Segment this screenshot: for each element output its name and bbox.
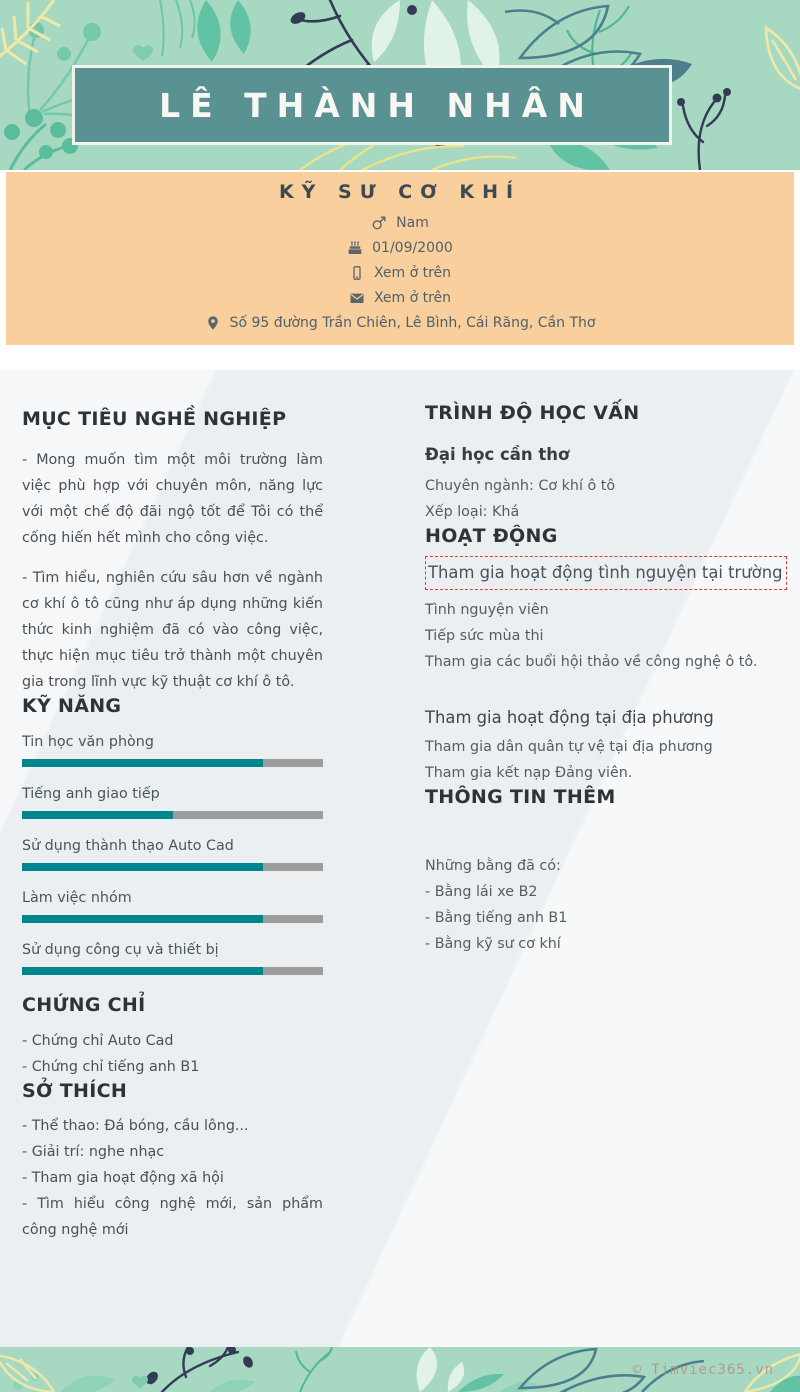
skills-heading: KỸ NĂNG [22,695,122,717]
more-info-item: - Bằng kỹ sư cơ khí [425,936,561,952]
skill-bar-track [22,915,323,923]
skill-bar-track [22,967,323,975]
certificate-item: - Chứng chỉ tiếng anh B1 [22,1059,200,1075]
right-column: TRÌNH ĐỘ HỌC VẤN Đại học cần thơ Chuyên … [425,402,787,957]
skill-bar-track [22,863,323,871]
education-detail: Chuyên ngành: Cơ khí ô tô [425,478,616,494]
left-column: MỤC TIÊU NGHỀ NGHIỆP - Mong muốn tìm một… [22,408,323,1243]
skill-item: Sử dụng công cụ và thiết bị [22,942,323,975]
birthday-row: 01/09/2000 [6,235,794,260]
more-info-item: - Bằng tiếng anh B1 [425,910,568,926]
address-value: Số 95 đường Trần Chiên, Lê Bình, Cái Răn… [229,314,596,331]
skill-bar-fill [22,967,263,975]
certificates-list: - Chứng chỉ Auto Cad - Chứng chỉ tiếng a… [22,1028,323,1080]
footer-floral-pattern [0,1347,800,1392]
hobbies-heading: SỞ THÍCH [22,1080,128,1102]
activities-heading: HOẠT ĐỘNG [425,525,558,547]
skill-bar-fill [22,759,263,767]
objective-paragraph: - Mong muốn tìm một môi trường làm việc … [22,452,323,546]
hobbies-list: - Thể thao: Đá bóng, cầu lông... - Giải … [22,1113,323,1243]
gender-value: Nam [396,214,429,231]
skill-item: Tiếng anh giao tiếp [22,786,323,819]
activity-line: Tình nguyện viên [425,602,549,618]
activity-line: Tham gia các buổi hội thảo về công nghệ … [425,654,758,670]
name-banner: LÊ THÀNH NHÂN [72,65,672,145]
birthday-cake-icon [348,240,362,254]
email-row: Xem ở trên [6,285,794,310]
skill-label: Tiếng anh giao tiếp [22,786,160,802]
phone-icon [353,265,361,280]
email-icon [350,293,364,303]
education-heading: TRÌNH ĐỘ HỌC VẤN [425,402,640,424]
more-info-heading: THÔNG TIN THÊM [425,786,616,808]
address-row: Số 95 đường Trần Chiên, Lê Bình, Cái Răn… [6,310,794,335]
skill-label: Tin học văn phòng [22,734,154,750]
selected-activity-title[interactable]: Tham gia hoạt động tình nguyện tại trườn… [425,556,787,590]
objective-heading: MỤC TIÊU NGHỀ NGHIỆP [22,408,287,430]
body-background [0,370,800,1347]
activity-line: Tham gia dân quân tự vệ tại địa phương [425,739,713,755]
certificates-heading: CHỨNG CHỈ [22,994,146,1016]
hobby-item: - Tham gia hoạt động xã hội [22,1170,224,1186]
profile-rows: Nam 01/09/2000 [6,210,794,335]
hobby-item: - Giải trí: nghe nhạc [22,1144,165,1160]
skill-bar-fill [22,811,173,819]
activity-line: Tiếp sức mùa thi [425,628,544,644]
certificate-item: - Chứng chỉ Auto Cad [22,1033,174,1049]
education-detail: Xếp loại: Khá [425,504,520,520]
skill-label: Sử dụng công cụ và thiết bị [22,942,219,958]
hobby-item: - Thể thao: Đá bóng, cầu lông... [22,1118,249,1134]
skill-bar-fill [22,915,263,923]
hobby-item: - Tìm hiểu công nghệ mới, sản phẩm công … [22,1196,323,1238]
skill-item: Sử dụng thành thạo Auto Cad [22,838,323,871]
location-pin-icon [207,315,218,330]
activity-lines: Tham gia dân quân tự vệ tại địa phương T… [425,734,777,786]
skill-label: Sử dụng thành thạo Auto Cad [22,838,234,854]
more-info-intro: Những bằng đã có: [425,858,561,874]
objective-paragraph: - Tìm hiểu, nghiên cứu sâu hơn về ngành … [22,570,323,690]
gender-male-icon [372,216,386,229]
floral-pattern-art [0,1347,800,1392]
skill-label: Làm việc nhóm [22,890,132,906]
phone-row: Xem ở trên [6,260,794,285]
skill-bar-fill [22,863,263,871]
birthday-value: 01/09/2000 [372,239,453,256]
job-title: KỸ SƯ CƠ KHÍ [278,181,522,203]
school-name: Đại học cần thơ [425,445,570,464]
activity-group-title: Tham gia hoạt động tại địa phương [425,708,714,727]
candidate-name: LÊ THÀNH NHÂN [159,85,595,125]
email-value: Xem ở trên [373,289,452,306]
skills-list: Tin học văn phòng Tiếng anh giao tiếp Sử… [22,734,323,975]
activity-line: Tham gia kết nạp Đảng viên. [425,765,633,781]
gender-row: Nam [6,210,794,235]
skill-item: Làm việc nhóm [22,890,323,923]
skill-bar-track [22,811,323,819]
skill-item: Tin học văn phòng [22,734,323,767]
phone-value: Xem ở trên [373,264,452,281]
profile-section: KỸ SƯ CƠ KHÍ Nam [6,172,794,345]
activity-lines: Tình nguyện viên Tiếp sức mùa thi Tham g… [425,597,777,675]
education-details: Chuyên ngành: Cơ khí ô tô Xếp loại: Khá [425,473,777,525]
more-info-item: - Bằng lái xe B2 [425,884,538,900]
more-info-list: - Bằng lái xe B2 - Bằng tiếng anh B1 - B… [425,879,777,957]
skill-bar-track [22,759,323,767]
site-watermark: © Timviec365.vn [632,1362,774,1378]
